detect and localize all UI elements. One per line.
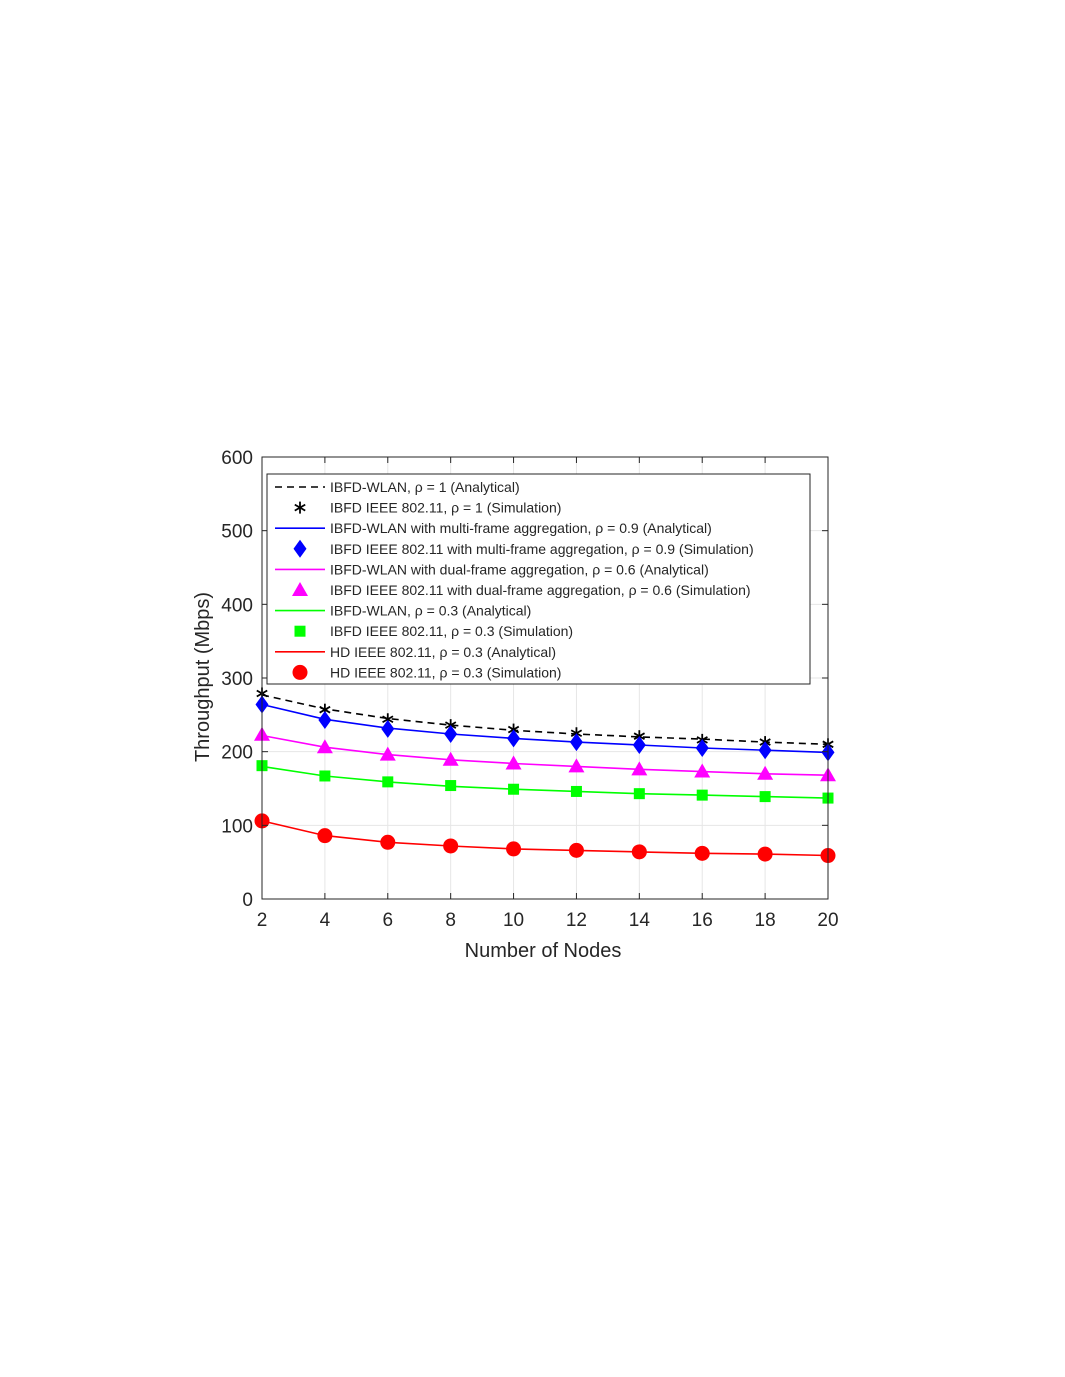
data-point-9-4 xyxy=(506,841,522,857)
data-point-7-4 xyxy=(508,783,520,795)
x-axis-label: Number of Nodes xyxy=(465,940,622,962)
data-point-9-3 xyxy=(443,838,459,854)
data-point-3-7 xyxy=(695,738,709,757)
legend-marker-3 xyxy=(293,539,307,558)
data-point-3-5 xyxy=(569,733,583,752)
y-axis-label: Throughput (Mbps) xyxy=(192,592,214,762)
data-point-7-6 xyxy=(633,788,645,800)
legend-entry-3: IBFD IEEE 802.11 with multi-frame aggreg… xyxy=(330,541,754,557)
legend-marker-7 xyxy=(294,625,306,637)
data-point-5-8 xyxy=(757,765,774,780)
x-tick-label: 14 xyxy=(629,910,651,931)
data-point-5-1 xyxy=(316,739,333,754)
asterisk-stroke xyxy=(382,715,394,724)
data-point-5-4 xyxy=(505,755,522,770)
series-line-8 xyxy=(261,820,829,857)
data-point-3-3 xyxy=(444,724,458,743)
legend-entry-0: IBFD-WLAN, ρ = 1 (Analytical) xyxy=(330,479,520,495)
series-line-0 xyxy=(261,694,829,746)
x-tick-label: 12 xyxy=(566,910,587,931)
legend-entry-7: IBFD IEEE 802.11, ρ = 0.3 (Simulation) xyxy=(330,623,573,639)
data-point-9-6 xyxy=(631,844,647,860)
data-point-5-5 xyxy=(568,758,585,773)
data-point-3-1 xyxy=(318,710,332,729)
legend-entry-4: IBFD-WLAN with dual-frame aggregation, ρ… xyxy=(330,561,709,577)
data-point-7-1 xyxy=(319,770,331,782)
series-line-4 xyxy=(261,734,829,776)
y-tick-label: 300 xyxy=(221,669,253,690)
series-line-2 xyxy=(261,703,829,754)
x-tick-label: 8 xyxy=(445,910,456,931)
data-point-7-7 xyxy=(696,789,708,801)
legend: IBFD-WLAN, ρ = 1 (Analytical) IBFD IEEE 8… xyxy=(266,473,811,685)
x-tick-label: 6 xyxy=(382,910,393,931)
legend-entry-6: IBFD-WLAN, ρ = 0.3 (Analytical) xyxy=(330,603,531,619)
axes xyxy=(261,456,829,900)
data-point-9-1 xyxy=(317,828,333,844)
x-tick-label: 20 xyxy=(817,910,838,931)
x-tick-label: 4 xyxy=(320,910,331,931)
series-lines xyxy=(261,694,829,857)
data-point-3-6 xyxy=(632,736,646,755)
data-point-7-5 xyxy=(570,785,582,797)
data-point-9-7 xyxy=(694,845,710,861)
data-point-7-3 xyxy=(445,780,457,792)
x-tick-label: 16 xyxy=(692,910,713,931)
legend-box xyxy=(266,473,811,685)
x-tick-label: 10 xyxy=(503,910,524,931)
asterisk-stroke xyxy=(319,705,331,714)
y-tick-label: 600 xyxy=(221,448,253,469)
legend-marker-5 xyxy=(292,582,308,596)
legend-entry-9: HD IEEE 802.11, ρ = 0.3 (Simulation) xyxy=(330,664,561,680)
data-point-9-5 xyxy=(568,842,584,858)
y-tick-label: 500 xyxy=(221,522,253,543)
legend-marker-9 xyxy=(292,664,308,680)
data-point-7-2 xyxy=(382,776,394,788)
data-point-3-2 xyxy=(381,719,395,738)
legend-entry-1: IBFD IEEE 802.11, ρ = 1 (Simulation) xyxy=(330,500,561,516)
asterisk-stroke xyxy=(294,503,306,512)
y-tick-label: 0 xyxy=(242,890,253,911)
data-point-5-2 xyxy=(379,746,396,761)
legend-entry-5: IBFD IEEE 802.11 with dual-frame aggrega… xyxy=(330,582,751,598)
legend-marker-1 xyxy=(294,501,306,514)
data-point-5-3 xyxy=(442,751,459,766)
data-point-5-6 xyxy=(631,761,648,776)
legend-entry-2: IBFD-WLAN with multi-frame aggregation, … xyxy=(330,520,712,536)
y-tick-label: 400 xyxy=(221,595,253,616)
data-point-9-8 xyxy=(757,846,773,862)
x-tick-label: 18 xyxy=(755,910,776,931)
series-line-6 xyxy=(261,765,829,799)
y-tick-label: 200 xyxy=(221,743,253,764)
legend-entry-8: HD IEEE 802.11, ρ = 0.3 (Analytical) xyxy=(330,644,556,660)
x-tick-label: 2 xyxy=(257,910,268,931)
data-point-3-8 xyxy=(758,741,772,760)
data-point-9-2 xyxy=(380,834,396,850)
data-point-7-8 xyxy=(759,791,771,803)
data-point-3-4 xyxy=(507,729,521,748)
y-tick-label: 100 xyxy=(221,816,253,837)
data-point-5-7 xyxy=(694,763,711,778)
